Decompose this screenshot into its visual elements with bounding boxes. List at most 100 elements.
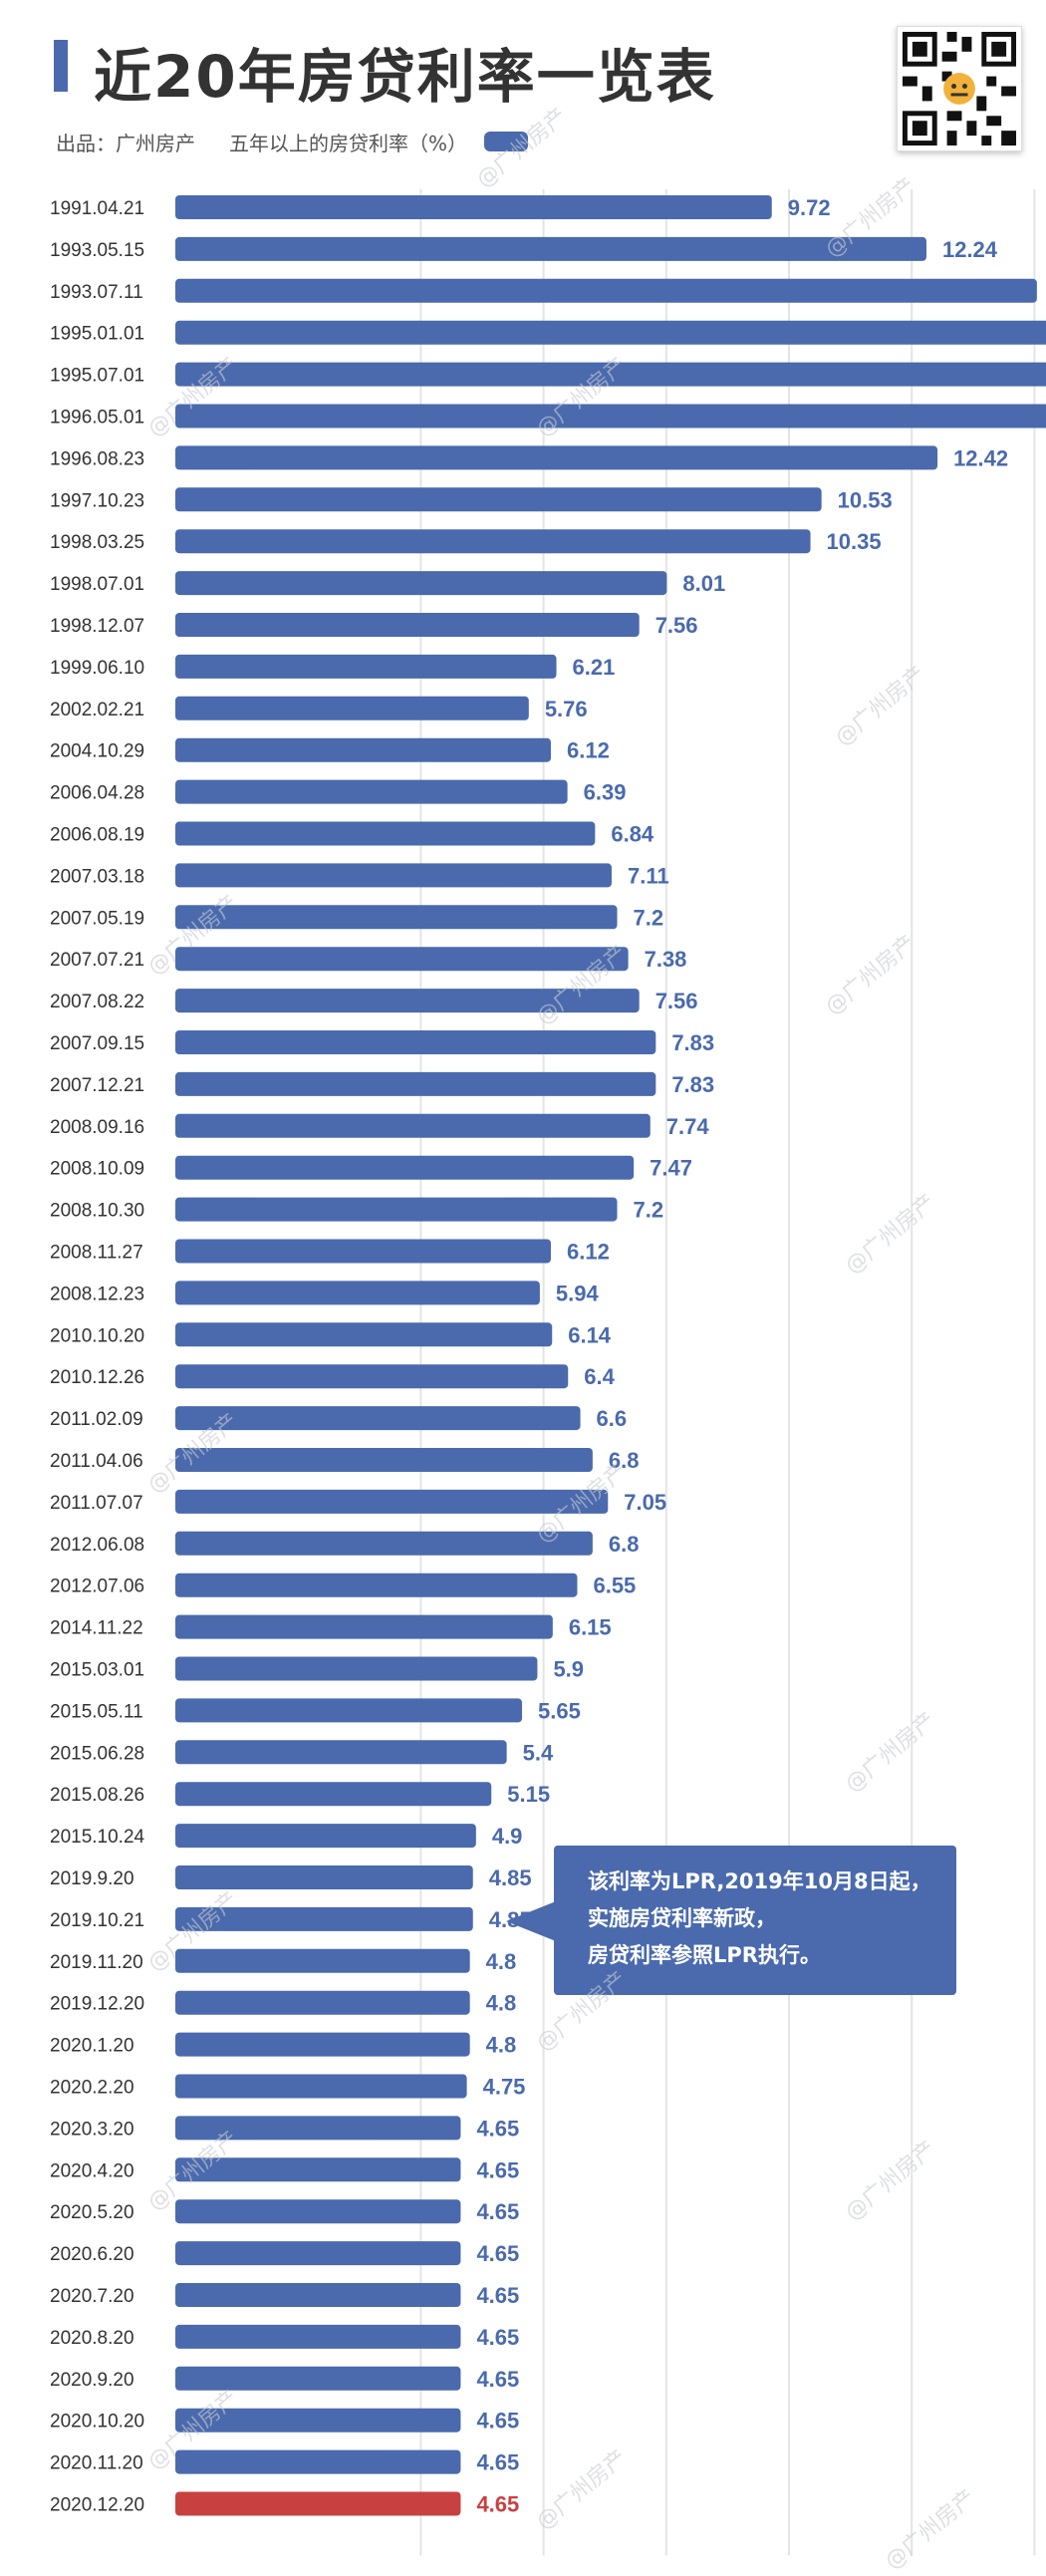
category-label: 2019.9.20 (50, 1868, 134, 1889)
category-label: 2007.07.21 (50, 950, 144, 971)
category-label: 1996.08.23 (50, 448, 144, 469)
bar (175, 195, 772, 219)
bar (175, 989, 640, 1013)
bar (175, 737, 551, 762)
category-label: 2008.11.27 (50, 1243, 143, 1264)
bar (175, 529, 811, 554)
bar (175, 1281, 540, 1305)
value-label: 7.47 (650, 1156, 692, 1181)
value-label: 4.85 (489, 1865, 532, 1890)
bar (175, 613, 640, 637)
category-label: 2010.12.26 (50, 1367, 144, 1388)
category-label: 2020.8.20 (50, 2328, 134, 2349)
bar (175, 1614, 553, 1639)
value-label: 4.65 (476, 2367, 519, 2392)
bar (175, 2283, 461, 2307)
legend-swatch (484, 132, 528, 151)
bar (175, 1197, 618, 1222)
category-label: 2019.11.20 (50, 1952, 143, 1973)
category-label: 1991.04.21 (50, 198, 144, 219)
bar (175, 696, 529, 720)
value-label: 5.9 (553, 1657, 584, 1682)
value-label: 6.4 (584, 1364, 615, 1389)
category-label: 2020.2.20 (50, 2078, 134, 2099)
value-label: 6.12 (567, 1240, 610, 1265)
category-label: 1996.05.01 (50, 408, 144, 429)
bar (175, 654, 557, 679)
value-label: 7.2 (634, 905, 664, 930)
value-label: 4.65 (476, 2492, 519, 2517)
category-label: 2019.12.20 (50, 1994, 144, 2015)
category-label: 1993.07.11 (50, 282, 143, 303)
value-label: 7.74 (666, 1114, 710, 1139)
value-label: 7.11 (628, 863, 669, 888)
value-label: 7.83 (671, 1072, 714, 1097)
bar (175, 2032, 470, 2057)
value-label: 6.21 (573, 655, 616, 680)
bar (175, 2324, 461, 2349)
callout-line-3: 房贷利率参照LPR执行。 (588, 1943, 821, 1967)
callout-line-1: 该利率为LPR,2019年10月8日起， (588, 1869, 931, 1893)
bar (175, 1364, 569, 1389)
bar (175, 1906, 473, 1931)
value-label: 5.94 (556, 1281, 600, 1305)
bar (175, 2199, 461, 2224)
bar (175, 1071, 656, 1096)
category-label: 2020.7.20 (50, 2286, 134, 2307)
value-label: 5.4 (523, 1740, 554, 1765)
value-label: 9.72 (788, 195, 831, 220)
bar (175, 779, 568, 804)
bar (175, 445, 938, 470)
category-label: 2015.06.28 (50, 1743, 144, 1764)
category-label: 2008.10.30 (50, 1201, 144, 1222)
category-label: 2007.05.19 (50, 908, 144, 929)
value-label: 8.01 (682, 571, 725, 596)
bar (175, 320, 1046, 345)
value-label: 6.8 (609, 1448, 640, 1473)
value-label: 4.65 (476, 2283, 519, 2308)
category-label: 1998.07.01 (50, 574, 144, 595)
value-label: 4.65 (476, 2241, 519, 2266)
category-label: 2008.09.16 (50, 1117, 144, 1138)
category-label: 2011.04.06 (50, 1451, 143, 1472)
category-label: 2011.07.07 (50, 1493, 143, 1514)
category-label: 2020.9.20 (50, 2370, 134, 2391)
bar (175, 1030, 656, 1054)
value-label: 4.8 (486, 1991, 517, 2016)
bar (175, 947, 629, 972)
bar (175, 2116, 461, 2141)
value-label: 6.12 (567, 738, 610, 763)
legend-label: 五年以上的房贷利率（%） (229, 132, 468, 155)
category-label: 2004.10.29 (50, 741, 144, 762)
category-label: 2008.10.09 (50, 1159, 144, 1180)
category-label: 1998.03.25 (50, 532, 144, 553)
category-label: 2015.05.11 (50, 1701, 143, 1722)
bar (175, 1489, 609, 1514)
value-label: 4.75 (483, 2075, 526, 2100)
value-label: 7.38 (645, 947, 687, 972)
value-label: 6.8 (609, 1532, 640, 1557)
bar (175, 1406, 581, 1431)
bar (175, 905, 618, 930)
category-label: 2011.02.09 (50, 1409, 143, 1430)
value-label: 6.84 (611, 822, 654, 847)
category-label: 2020.10.20 (50, 2412, 144, 2433)
category-label: 1995.01.01 (50, 324, 144, 345)
bar (175, 1990, 470, 2015)
value-label: 4.65 (476, 2325, 519, 2350)
category-label: 2020.6.20 (50, 2244, 134, 2265)
lpr-note-callout: 该利率为LPR,2019年10月8日起， 实施房贷利率新政， 房贷利率参照LPR… (554, 1846, 956, 1995)
value-label: 6.55 (593, 1574, 636, 1598)
category-label: 1998.12.07 (50, 616, 144, 637)
bar (175, 1155, 635, 1180)
value-label: 12.24 (942, 237, 998, 262)
bar-highlight (175, 2491, 461, 2516)
value-label: 5.65 (538, 1698, 581, 1723)
value-label: 6.39 (584, 780, 627, 805)
value-label: 4.65 (476, 2199, 519, 2224)
bar (175, 487, 822, 512)
category-label: 1993.05.15 (50, 240, 144, 261)
bar (175, 404, 1046, 429)
source-credit: 出品：广州房产 (56, 132, 195, 155)
